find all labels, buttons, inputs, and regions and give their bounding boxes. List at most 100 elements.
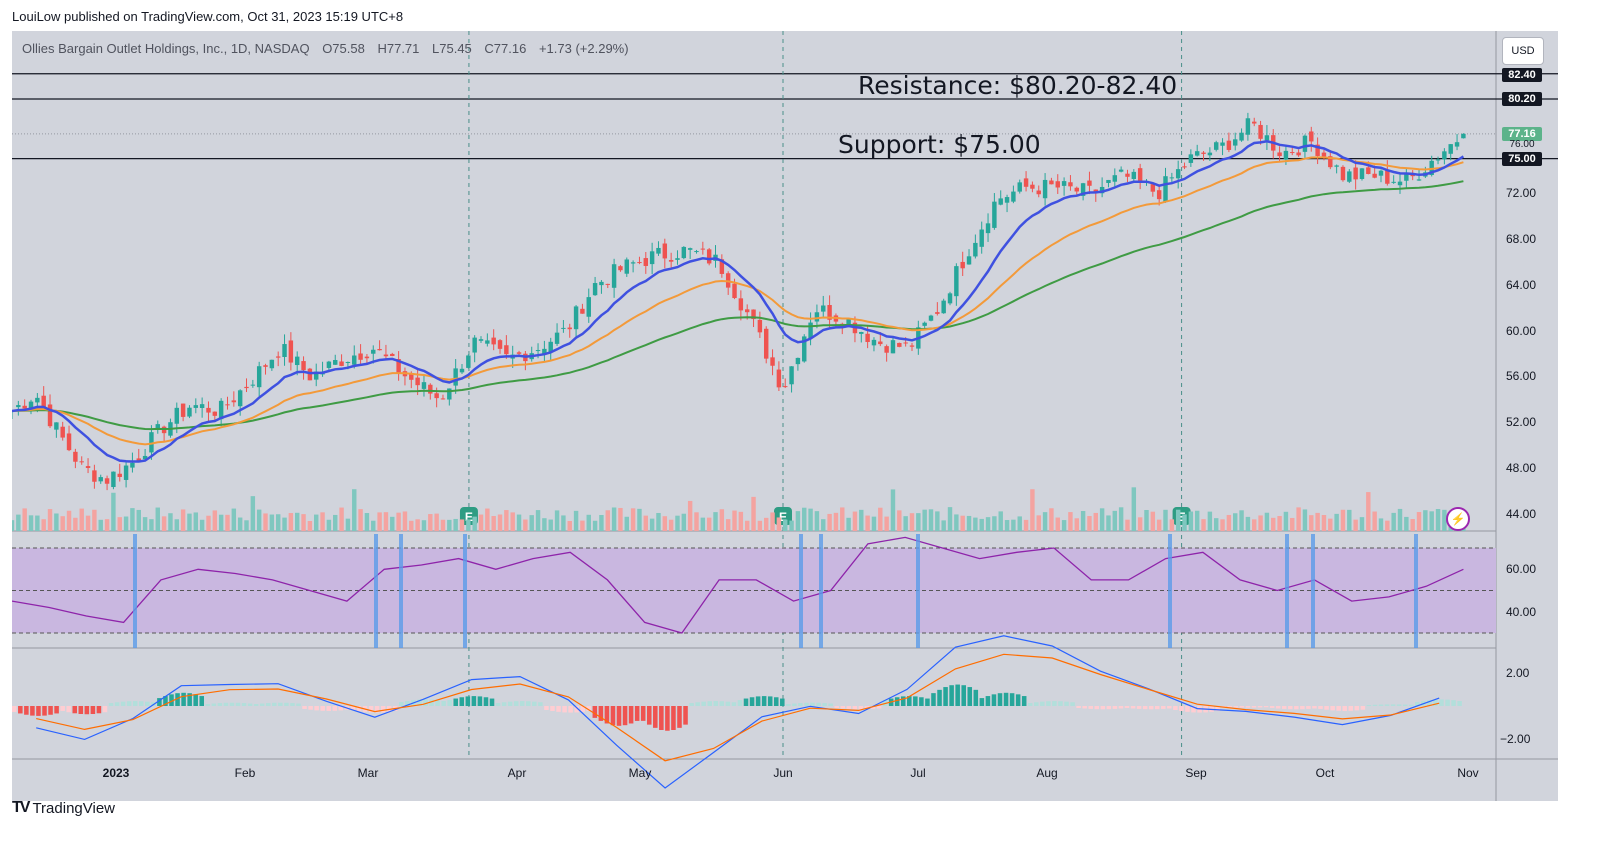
volume-bar (1321, 514, 1327, 531)
volume-bar (1226, 514, 1232, 531)
macd-histogram-bar (374, 706, 380, 713)
candle-body (611, 264, 617, 288)
volume-bar (947, 507, 953, 531)
candle-body (1410, 174, 1415, 177)
macd-histogram-bar (320, 706, 325, 711)
volume-bar (1429, 511, 1434, 531)
volume-bar (1302, 509, 1308, 531)
volume-bar (903, 516, 908, 531)
volume-bar (244, 520, 249, 531)
candle-body (256, 366, 262, 388)
candle-body (307, 368, 313, 381)
macd-histogram-bar (453, 698, 458, 706)
ema-fast-line (12, 140, 1465, 463)
volume-bar (719, 509, 725, 531)
alert-bolt-icon[interactable]: ⚡ (1446, 507, 1470, 531)
candle-body (104, 478, 110, 484)
candle-body (339, 361, 344, 366)
candle-body (592, 283, 598, 296)
macd-signal-line (36, 653, 1440, 762)
candle-body (776, 369, 782, 388)
macd-tick-label: −2.00 (1500, 732, 1531, 746)
candle-body (1359, 168, 1365, 179)
macd-histogram-bar (1058, 701, 1063, 706)
candle-body (466, 355, 471, 368)
macd-histogram-bar (646, 706, 652, 725)
volume-bar (840, 507, 845, 531)
volume-bar (1328, 518, 1333, 531)
macd-histogram-bar (719, 701, 725, 706)
macd-histogram-bar (568, 706, 573, 713)
volume-bar (567, 520, 572, 531)
candle-body (193, 405, 199, 408)
volume-bar (713, 512, 718, 531)
x-tick-label: Jun (773, 766, 793, 780)
macd-histogram-bar (350, 706, 356, 710)
macd-histogram-bar (840, 706, 846, 709)
macd-histogram-bar (610, 706, 616, 726)
volume-bar (472, 516, 477, 531)
candle-body (149, 432, 154, 453)
volume-bar (1404, 516, 1409, 531)
candle-body (180, 403, 186, 417)
volume-bar (294, 512, 300, 531)
macd-histogram-bar (846, 706, 852, 709)
candle-body (1011, 191, 1016, 202)
volume-bar (643, 515, 649, 531)
volume-bar (231, 508, 237, 531)
volume-bar (871, 516, 877, 531)
svg-text:E: E (465, 510, 473, 524)
volume-bar (371, 520, 376, 531)
candle-body (1030, 184, 1035, 189)
candle-body (41, 395, 46, 408)
macd-histogram-bar (1324, 706, 1329, 710)
volume-bar (269, 514, 275, 531)
macd-histogram-bar (163, 696, 168, 706)
candle-body (371, 349, 376, 354)
volume-bar (314, 514, 319, 531)
macd-histogram-bar (792, 703, 797, 706)
candle-body (681, 246, 687, 259)
volume-bar (770, 512, 775, 531)
candle-body (973, 242, 978, 257)
y-tick-label: 44.00 (1506, 507, 1537, 521)
macd-histogram-bar (84, 706, 90, 715)
volume-bar (85, 515, 91, 531)
macd-histogram-bar (12, 706, 17, 712)
ema-slow-line (12, 180, 1464, 431)
volume-bar (954, 514, 959, 531)
price-tag-80-20: 80.20 (1502, 92, 1542, 106)
macd-histogram-bar (1318, 706, 1323, 709)
macd-histogram-bar (767, 696, 773, 706)
candle-body (16, 405, 21, 408)
macd-histogram-bar (985, 696, 991, 706)
macd-histogram-bar (1342, 706, 1347, 711)
macd-histogram-bar (1124, 706, 1130, 708)
candle-body (1366, 167, 1371, 174)
candle-body (1309, 131, 1314, 142)
candle-body (377, 349, 382, 351)
currency-button[interactable]: USD (1502, 37, 1544, 65)
candle-body (1404, 174, 1409, 181)
candle-body (903, 342, 908, 344)
macd-histogram-bar (858, 706, 864, 710)
volume-bar (453, 518, 458, 531)
macd-histogram-bar (1161, 706, 1166, 709)
candle-body (326, 361, 332, 368)
macd-histogram-bar (1288, 706, 1293, 710)
volume-bar (694, 512, 699, 531)
macd-histogram-bar (1112, 706, 1118, 709)
candle-body (1068, 182, 1073, 187)
volume-bar (542, 518, 547, 531)
candle-body (421, 382, 427, 389)
candle-body (706, 249, 712, 264)
candle-body (992, 201, 997, 228)
candle-body (345, 361, 351, 363)
volume-bar (960, 515, 965, 531)
macd-histogram-bar (1372, 704, 1378, 706)
candle-body (1461, 133, 1466, 139)
tradingview-brand[interactable]: TV TradingView (12, 799, 115, 817)
macd-histogram-bar (1046, 701, 1051, 706)
